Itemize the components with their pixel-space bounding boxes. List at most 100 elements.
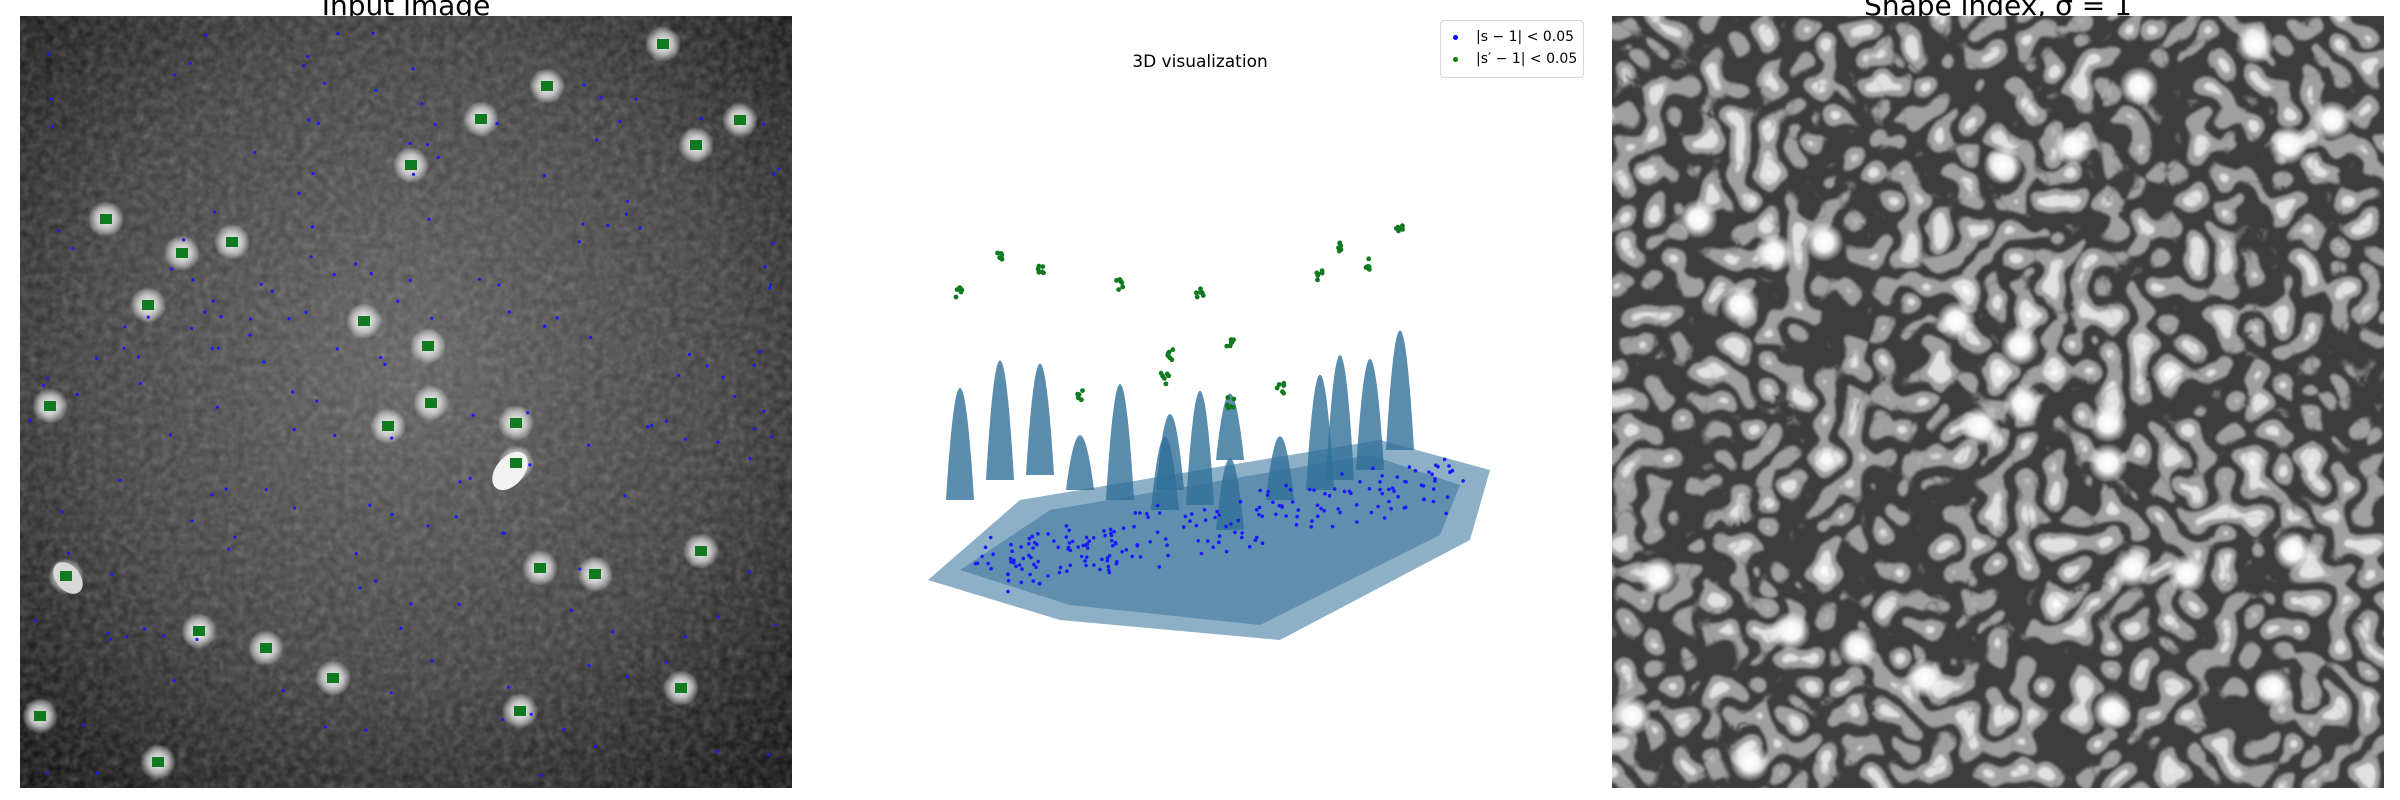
blue-3d-point — [1229, 522, 1233, 526]
shape-index-cap — [1638, 556, 1678, 596]
blue-detection — [396, 299, 400, 303]
blue-detection — [358, 586, 362, 590]
blue-detection — [699, 116, 703, 120]
blue-detection — [430, 659, 434, 663]
blue-3d-point — [1114, 541, 1118, 546]
blue-detection — [364, 728, 368, 732]
blue-3d-point — [1124, 548, 1129, 552]
blue-3d-point — [1427, 470, 1431, 474]
blue-detection — [212, 210, 217, 214]
blue-3d-point — [1155, 530, 1160, 535]
blue-detection — [768, 283, 773, 287]
blue-detection — [578, 567, 582, 571]
green-detection — [193, 626, 205, 636]
blue-detection — [555, 316, 559, 320]
blue-detection — [34, 619, 38, 623]
shape-index-cap — [2000, 326, 2040, 366]
blue-detection — [664, 660, 668, 664]
blue-3d-point — [1315, 503, 1320, 508]
blue-detection — [389, 691, 393, 695]
blue-3d-point — [1376, 504, 1380, 509]
blue-detection — [270, 289, 274, 293]
green-detection — [657, 39, 669, 49]
green-detection — [510, 418, 522, 428]
blue-detection — [507, 310, 511, 314]
blue-3d-point — [1240, 535, 1244, 540]
shape-index-cap — [1983, 145, 2023, 185]
blue-detection — [716, 440, 720, 444]
blue-detection — [108, 637, 113, 641]
blue-detection — [170, 267, 174, 271]
blue-detection — [634, 97, 638, 101]
blue-detection — [94, 356, 98, 360]
surface-peak — [1216, 458, 1244, 530]
shape-index-cap — [2312, 100, 2352, 140]
blue-3d-point — [1290, 500, 1295, 504]
blue-3d-point — [1181, 525, 1186, 529]
blue-3d-point — [1253, 538, 1258, 543]
blue-detection — [204, 33, 208, 37]
blue-detection — [618, 120, 622, 124]
green-3d-point — [1116, 287, 1121, 292]
surface-peak — [1026, 363, 1054, 475]
blue-detection — [411, 172, 416, 176]
blue-3d-point — [1288, 488, 1293, 492]
blue-detection — [748, 456, 752, 460]
blue-detection — [354, 262, 358, 266]
blue-detection — [625, 199, 630, 203]
blue-detection — [646, 425, 650, 429]
blue-detection — [374, 88, 378, 92]
blue-3d-point — [1056, 545, 1060, 550]
blue-3d-point — [1019, 545, 1023, 549]
green-3d-point — [1170, 347, 1176, 353]
green-detection — [425, 398, 437, 408]
blue-detection — [306, 54, 310, 59]
blue-detection — [526, 411, 530, 415]
blue-detection — [677, 373, 681, 377]
blue-detection — [436, 155, 440, 159]
blue-3d-point — [1146, 515, 1150, 519]
blue-3d-point — [1203, 518, 1208, 522]
blue-3d-point — [1233, 530, 1237, 535]
green-detection — [60, 571, 72, 581]
shape-index-cap — [2092, 691, 2132, 731]
blue-detection — [309, 255, 313, 259]
blue-3d-point — [1354, 503, 1359, 507]
blue-detection — [146, 315, 150, 319]
blue-detection — [399, 626, 403, 631]
blue-3d-point — [1006, 589, 1010, 594]
shape-index-cap — [1754, 233, 1794, 273]
blue-3d-point — [1404, 480, 1408, 484]
blue-detection — [408, 278, 412, 282]
blue-detection — [763, 265, 767, 269]
blue-3d-point — [1257, 505, 1262, 510]
blue-detection — [433, 122, 437, 127]
green-detections — [34, 39, 746, 767]
blue-detection — [333, 433, 337, 437]
blue-detection — [190, 519, 194, 523]
blue-detection — [106, 631, 110, 635]
blue-detection — [733, 394, 737, 399]
blue-detection — [50, 125, 54, 129]
legend-item-green: |s′ − 1| < 0.05 — [1453, 51, 1577, 67]
blue-3d-point — [1280, 505, 1284, 509]
blue-3d-point — [1028, 572, 1032, 577]
shape-index-cap — [1804, 222, 1844, 262]
blue-3d-point — [1430, 472, 1434, 477]
blue-3d-point — [1202, 508, 1207, 512]
blue-detection — [47, 52, 51, 56]
surface-peak — [1156, 414, 1184, 490]
blue-3d-point — [1032, 562, 1036, 567]
blue-detection — [477, 277, 481, 281]
blue-3d-point — [1434, 463, 1438, 468]
blue-detection — [292, 506, 297, 510]
blue-3d-point — [1019, 580, 1024, 585]
green-3d-point — [999, 256, 1005, 262]
blue-3d-point — [1295, 514, 1299, 519]
blue-detection — [56, 229, 61, 233]
blue-3d-point — [1240, 531, 1244, 535]
blue-3d-point — [1087, 539, 1091, 543]
green-3d-point — [1194, 294, 1200, 300]
blue-3d-point — [1098, 567, 1102, 572]
shape-index-cap — [2112, 548, 2152, 588]
